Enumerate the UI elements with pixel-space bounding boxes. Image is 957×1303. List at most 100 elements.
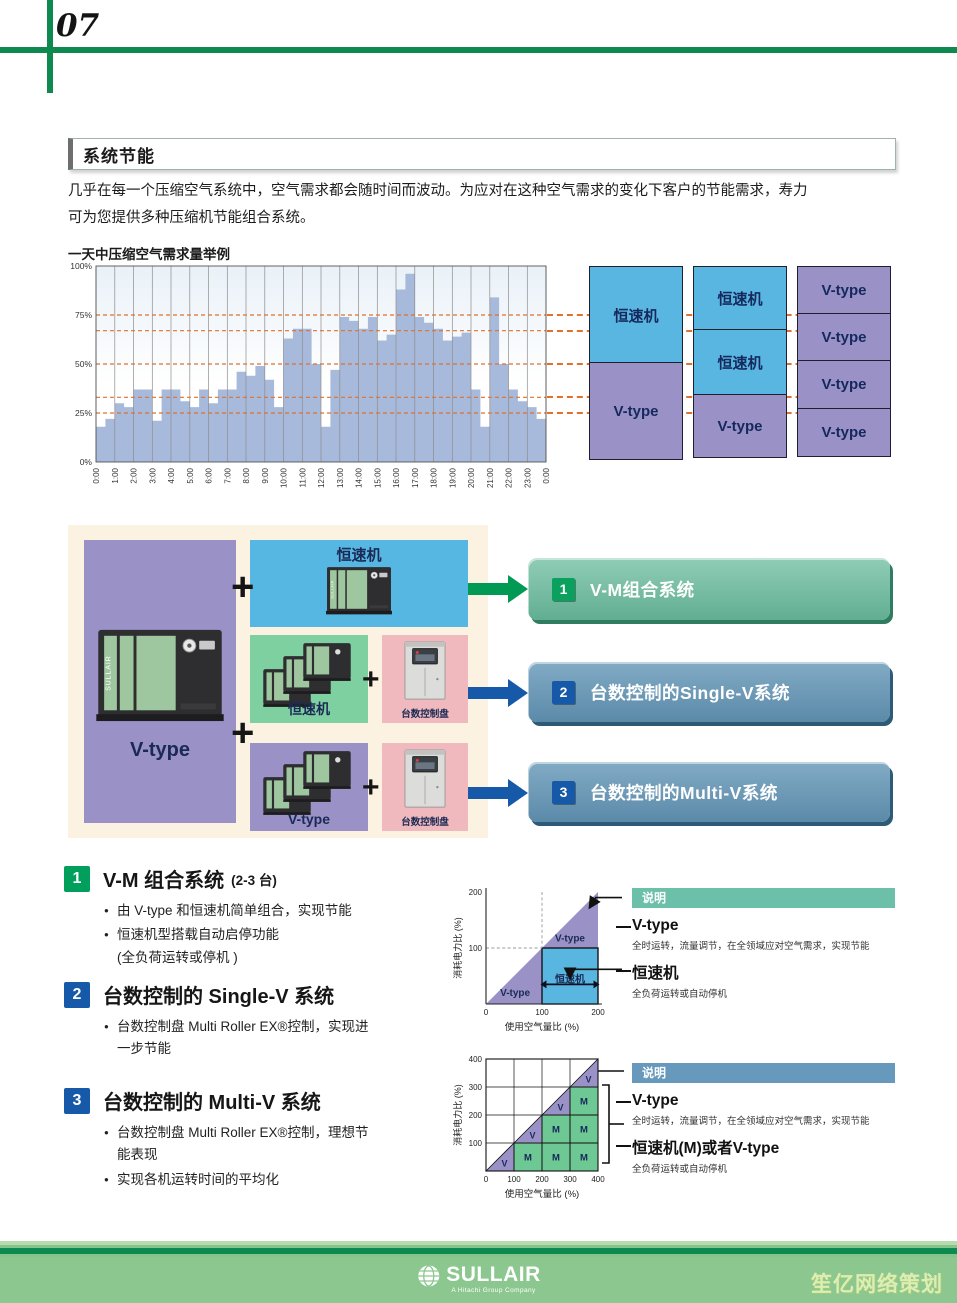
svg-text:SULLAIR: SULLAIR (330, 580, 334, 598)
compressor-icon: SULLAIR (326, 567, 392, 615)
control-panel-box: 台数控制盘 (382, 635, 468, 723)
connector-line (616, 1101, 631, 1103)
section-title: 台数控制的 Single-V 系统 (103, 986, 335, 1008)
svg-text:10:00: 10:00 (280, 467, 289, 488)
svg-text:使用空气量比 (%): 使用空气量比 (%) (505, 1021, 579, 1033)
plus-icon: + (362, 771, 380, 804)
group-label: V-type (287, 811, 330, 827)
legend-item-desc: 全时运转，流量调节，在全领域应对空气需求，实现节能 (632, 941, 870, 952)
svg-text:消耗电力比 (%): 消耗电力比 (%) (452, 917, 463, 979)
legend-item: V-type 全时运转，流量调节，在全领域应对空气需求，实现节能 (616, 1092, 895, 1127)
machine-stack-column-3: V-type V-type V-type V-type (797, 266, 891, 462)
svg-text:0:00: 0:00 (542, 467, 551, 483)
legend-item-desc: 全负荷运转或自动停机 (632, 989, 728, 1000)
legend-box-2: 说明 V-type 全时运转，流量调节，在全领域应对空气需求，实现节能 恒速机(… (616, 1063, 895, 1175)
system-banner-1: 1 V-M组合系统 (528, 558, 890, 620)
svg-text:200: 200 (469, 1111, 483, 1120)
compressor-group-image (262, 749, 356, 815)
svg-text:11:00: 11:00 (298, 467, 307, 487)
svg-text:22:00: 22:00 (505, 467, 514, 488)
svg-text:V-type: V-type (500, 988, 530, 999)
bullet-item: 实现各机运转时间的平均化 (104, 1169, 464, 1191)
svg-text:400: 400 (591, 1175, 605, 1184)
stack-segment: V-type (797, 313, 891, 363)
svg-text:100: 100 (469, 1139, 483, 1148)
footer-band (0, 1241, 957, 1245)
compressor-image: SULLAIR (326, 565, 392, 621)
flow-arrow-icon (468, 779, 528, 807)
machine-stack-column-2: 恒速机 恒速机 V-type (693, 266, 787, 462)
svg-text:0: 0 (484, 1175, 489, 1184)
legend-item-desc: 全负荷运转或自动停机 (632, 1164, 728, 1175)
svg-text:M: M (580, 1125, 588, 1136)
page-title: 系统节能 (83, 146, 155, 166)
compressor-icon (303, 643, 351, 681)
svg-text:25%: 25% (75, 408, 92, 418)
svg-text:9:00: 9:00 (261, 467, 270, 483)
section-number: 2 (64, 981, 90, 1008)
svg-text:4:00: 4:00 (167, 467, 176, 483)
vtype-compressor-image: SULLAIR (96, 626, 224, 729)
banner-number: 1 (552, 577, 575, 601)
footer-dark-stripe (0, 1247, 957, 1254)
section-title: 台数控制的 Multi-V 系统 (103, 1092, 321, 1114)
bullet-line: (全负荷运转或停机 ) (117, 949, 238, 965)
control-panel-icon (404, 641, 446, 700)
svg-text:13:00: 13:00 (336, 467, 345, 488)
legend-item-title: V-type (632, 917, 679, 934)
banner-label: 台数控制的Single-V系统 (590, 682, 791, 703)
control-panel-image (403, 641, 447, 707)
system-banner-2: 2 台数控制的Single-V系统 (528, 662, 890, 722)
section-number: 1 (64, 865, 90, 892)
bullet-line: 恒速机型搭载自动启停功能 (104, 924, 464, 946)
feature-section-2: 2 台数控制的 Single-V 系统 台数控制盘 Multi Roller E… (64, 980, 464, 1063)
svg-text:M: M (580, 1097, 588, 1108)
svg-text:15:00: 15:00 (373, 467, 382, 488)
footer-main: SULLAIR A Hitachi Group Company 笙亿网络策划 (0, 1256, 957, 1303)
stack-segment: V-type (589, 362, 683, 461)
svg-text:M: M (524, 1153, 532, 1164)
bullet-item: 由 V-type 和恒速机简单组合，实现节能 (104, 900, 464, 922)
flow-arrow-icon (468, 679, 528, 707)
machine-stack-columns: 恒速机 V-type 恒速机 恒速机 V-type V-type V-type V-type V… (589, 266, 891, 462)
svg-text:12:00: 12:00 (317, 467, 326, 488)
mini-compressor-icon (302, 749, 352, 795)
svg-text:0: 0 (484, 1008, 489, 1017)
footer: SULLAIR A Hitachi Group Company 笙亿网络策划 (0, 1241, 957, 1303)
intro-paragraph: 几乎在每一个压缩空气系统中，空气需求都会随时间而波动。为应对在这种空气需求的变化… (68, 178, 913, 232)
group-label: 恒速机 (288, 701, 330, 717)
system-banner-3: 3 台数控制的Multi-V系统 (528, 762, 890, 822)
svg-text:21:00: 21:00 (486, 467, 495, 488)
svg-text:V: V (557, 1103, 563, 1113)
bullet-line: 能表现 (117, 1147, 158, 1163)
bullet-line: 由 V-type 和恒速机简单组合，实现节能 (104, 900, 464, 922)
flow-arrow-icon (468, 575, 528, 603)
bullet-list: 台数控制盘 Multi Roller EX®控制，理想节能表现实现各机运转时间的… (104, 1122, 464, 1191)
sullair-logo: SULLAIR A Hitachi Group Company (416, 1264, 541, 1294)
plus-icon: + (231, 565, 255, 609)
svg-text:0%: 0% (80, 457, 93, 467)
machine-stack-column-1: 恒速机 V-type (589, 266, 683, 462)
svg-text:100: 100 (469, 944, 483, 953)
svg-text:2:00: 2:00 (130, 467, 139, 483)
section-title-box: 系统节能 (68, 138, 896, 170)
svg-text:300: 300 (563, 1175, 577, 1184)
svg-text:1:00: 1:00 (111, 467, 120, 483)
legend-item: 恒速机 全负荷运转或自动停机 (616, 961, 895, 1000)
section-title: V-M 组合系统 (103, 870, 225, 892)
svg-text:18:00: 18:00 (430, 467, 439, 488)
footer-band (0, 1245, 957, 1248)
intro-line: 几乎在每一个压缩空气系统中，空气需求都会随时间而波动。为应对在这种空气需求的变化… (68, 183, 808, 199)
banner-number: 3 (552, 780, 575, 804)
multi-v-concept-chart: V M M M V M M V M V 100 200 300 400 0 100 200 300 400 消耗电力比… (452, 1051, 624, 1208)
constant-speed-group-box: 恒速机 (250, 635, 368, 723)
section-heading: 3 台数控制的 Multi-V 系统 (64, 1086, 464, 1115)
compressor-icon (303, 751, 351, 789)
svg-text:8:00: 8:00 (242, 467, 251, 483)
page-number: 07 (56, 8, 100, 44)
constant-speed-box: 恒速机 SULLAIR (250, 540, 468, 627)
svg-text:3:00: 3:00 (148, 467, 157, 483)
intro-line: 可为您提供多种压缩机节能组合系统。 (68, 209, 315, 226)
bullet-line: 台数控制盘 Multi Roller EX®控制，理想节 (104, 1122, 464, 1144)
